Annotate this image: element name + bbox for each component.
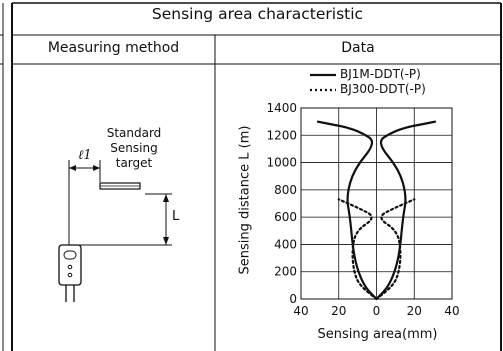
y-tick-label: 1400 bbox=[266, 101, 297, 115]
series-bj300-left-curve bbox=[337, 198, 378, 301]
y-tick-label: 400 bbox=[274, 237, 297, 251]
y-tick-label: 800 bbox=[274, 183, 297, 197]
series-bj1m-left-curve bbox=[316, 120, 378, 301]
target-label-line3: target bbox=[115, 156, 153, 170]
y-tick-label: 0 bbox=[289, 292, 297, 306]
legend-label-bj1m: BJ1M-DDT(-P) bbox=[340, 67, 421, 81]
chart-legend bbox=[310, 73, 336, 92]
measuring-method-diagram bbox=[58, 160, 172, 302]
y-axis-label: Sensing distance L (m) bbox=[237, 125, 253, 275]
y-tick-label: 600 bbox=[274, 210, 297, 224]
target-label-line1: Standard bbox=[106, 126, 162, 140]
x-tick-label: 40 bbox=[293, 304, 308, 318]
distance-label: L bbox=[172, 209, 180, 224]
sensor-lens-icon bbox=[63, 250, 77, 260]
column-header-data: Data bbox=[341, 40, 375, 56]
legend-label-bj300: BJ300-DDT(-P) bbox=[340, 82, 426, 96]
indicator-led-icon bbox=[67, 264, 73, 270]
section-title: Sensing area characteristic bbox=[151, 5, 364, 23]
indicator-led-icon bbox=[67, 272, 73, 278]
x-tick-label: 0 bbox=[373, 304, 381, 318]
x-tick-label: 40 bbox=[444, 304, 459, 318]
x-tick-label: 20 bbox=[331, 304, 346, 318]
x-axis-label: Sensing area(mm) bbox=[317, 327, 438, 342]
column-header-measuring-method: Measuring method bbox=[47, 40, 180, 56]
y-tick-label: 1000 bbox=[266, 156, 297, 170]
y-tick-label: 1200 bbox=[266, 128, 297, 142]
y-tick-label: 200 bbox=[274, 265, 297, 279]
target-label-line2: Sensing bbox=[110, 141, 158, 155]
series-bj1m-right-curve bbox=[375, 120, 437, 301]
x-tick-label: 20 bbox=[407, 304, 422, 318]
series-bj300-right-curve bbox=[375, 198, 416, 301]
offset-label: ℓ1 bbox=[78, 148, 92, 163]
